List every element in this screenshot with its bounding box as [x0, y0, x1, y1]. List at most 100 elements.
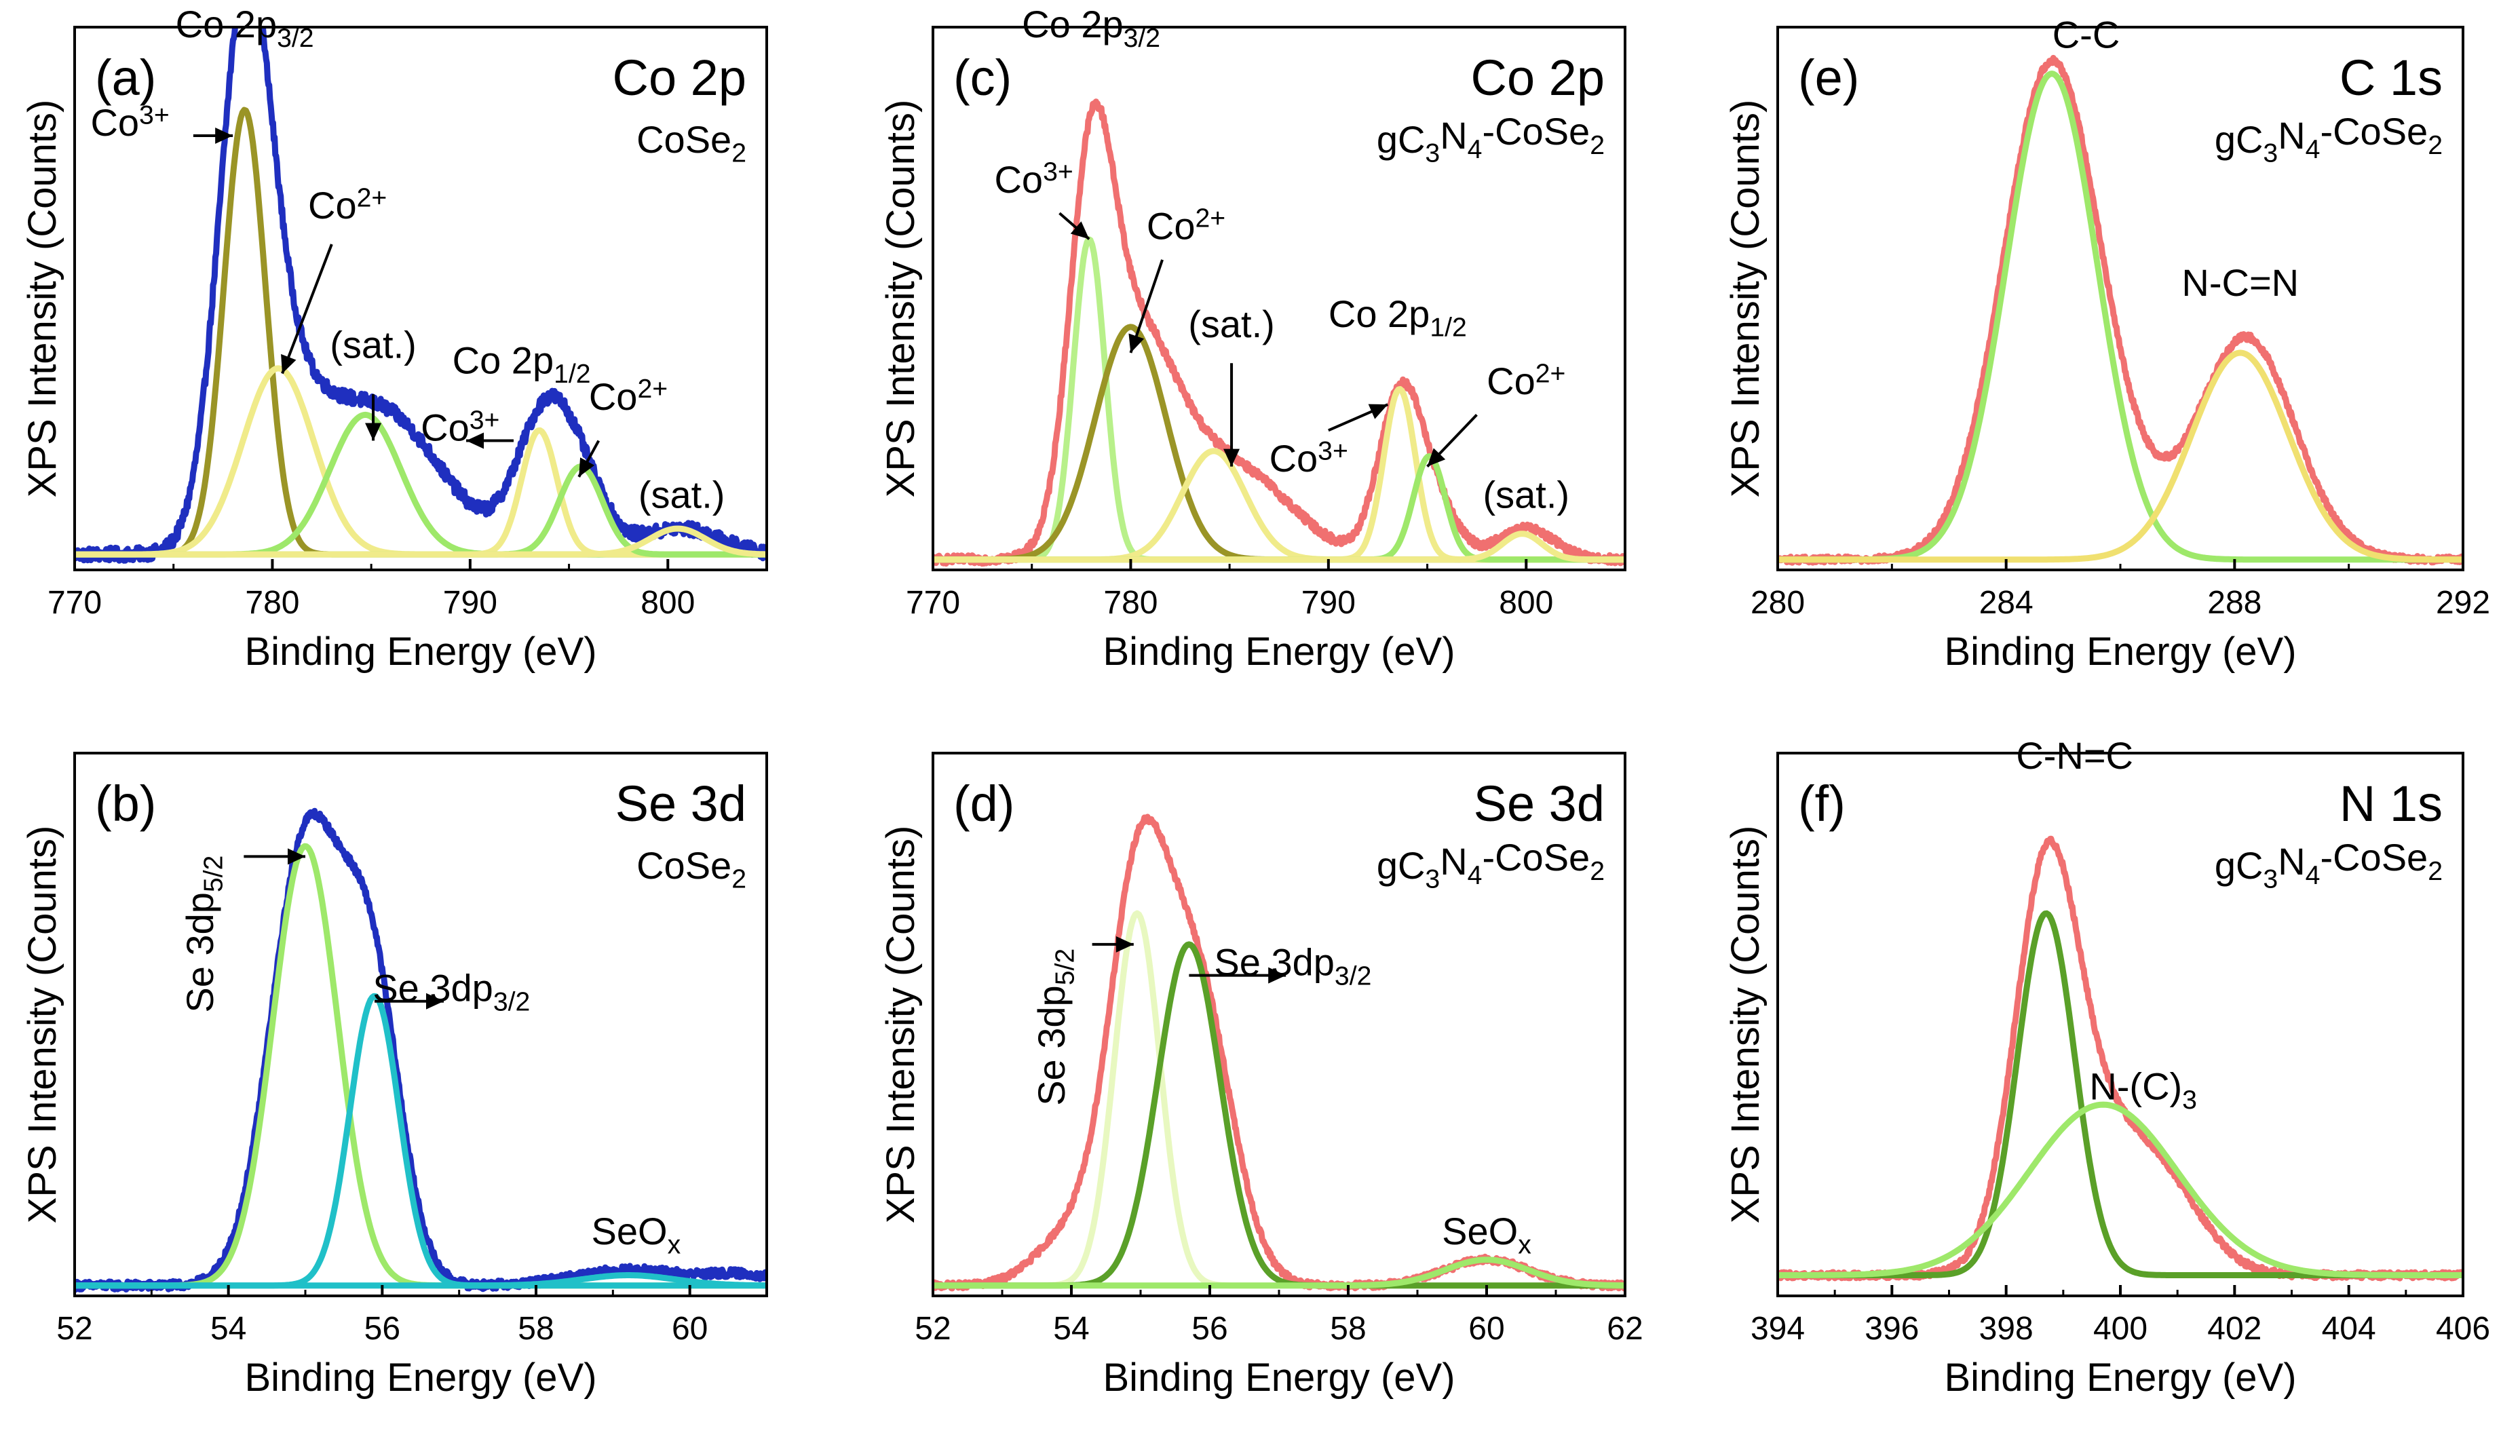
panel-d-se3d-composite: 52 54 56 58 60 62 Binding Energy (eV) XPS Inten…: [879, 752, 1643, 1400]
x-axis-label: Binding Energy (eV): [1103, 1356, 1455, 1400]
series-experimental: [1778, 835, 2463, 1282]
plot-frame: [932, 26, 1626, 571]
x-axis-label: Binding Energy (eV): [244, 1356, 596, 1400]
peak-label-ncn: N-C=N: [2181, 261, 2299, 304]
peak-label-co3b: Co3+: [1269, 437, 1348, 480]
panel-title: Co 2p: [1471, 50, 1605, 106]
x-axis-label: Binding Energy (eV): [1103, 630, 1455, 674]
annotation-arrow-head: [1368, 404, 1388, 419]
x-tick-label: 62: [1607, 1311, 1643, 1347]
annotation-arrow-head: [288, 848, 305, 865]
x-tick-label: 800: [1499, 585, 1553, 621]
panel-a-co2p-cose2: 770 780 790 800 Binding Energy (eV) XPS Inten…: [20, 3, 768, 674]
y-axis-label: XPS Intensity (Counts): [1723, 100, 1768, 498]
series-experimental: [75, 27, 767, 564]
peak-label-cc: C-C: [2053, 13, 2120, 56]
x-axis-label: Binding Energy (eV): [1944, 1356, 2296, 1400]
peak-label-co3: Co3+: [90, 100, 169, 144]
x-tick-label: 54: [1053, 1311, 1089, 1347]
peak-label-co2b: Co2+: [1487, 359, 1565, 402]
panel-c-co2p-composite: 770 780 790 800 Binding Energy (eV) XPS Inten…: [879, 3, 1626, 674]
x-axis-label: Binding Energy (eV): [244, 630, 596, 674]
x-tick-label: 54: [210, 1311, 246, 1347]
x-tick-label: 394: [1751, 1311, 1805, 1347]
x-tick-label: 770: [47, 585, 102, 621]
peak-label-seox: SeOx: [1442, 1210, 1531, 1260]
peak-label-co3b: Co3+: [421, 406, 499, 449]
panel-title: Se 3d: [1474, 775, 1605, 832]
annotation-arrow-head: [1070, 221, 1090, 240]
x-tick-label: 398: [1979, 1311, 2034, 1347]
plot-frame: [73, 752, 768, 1297]
series-satellite-2p1-2: [933, 531, 1625, 563]
peak-label-se52: Se 3dp5/2: [178, 856, 229, 1013]
annotation-arrow-head: [466, 432, 484, 449]
sample-label: gC3N4-CoSe2: [2215, 836, 2443, 894]
x-tick-label: 56: [1191, 1311, 1227, 1347]
peak-label-se52: Se 3dp5/2: [1030, 949, 1080, 1106]
plot-frame: [1776, 26, 2464, 571]
peak-label-satb: (sat.): [1483, 474, 1570, 516]
series-experimental: [933, 98, 1625, 567]
panel-b-se3d-cose2: 52 54 56 58 60 Binding Energy (eV) XPS Intensi…: [20, 752, 768, 1400]
peak-label-co2: Co2+: [1147, 204, 1225, 248]
x-tick-label: 780: [245, 585, 299, 621]
y-axis-label: XPS Intensity (Counts): [20, 100, 64, 498]
x-tick-label: 60: [1468, 1311, 1504, 1347]
x-tick-label: 402: [2207, 1311, 2261, 1347]
panel-label: (b): [95, 775, 156, 832]
sample-label: CoSe2: [636, 844, 746, 894]
panel-title: N 1s: [2340, 775, 2443, 832]
panel-title: Co 2p: [613, 50, 746, 106]
x-tick-label: 292: [2436, 585, 2490, 621]
annotation-arrow-line: [281, 244, 333, 375]
peak-label-co2b: Co2+: [589, 375, 668, 418]
sample-label: gC3N4-CoSe2: [1377, 110, 1605, 168]
annotation-arrow-head: [1223, 448, 1240, 467]
peak-label-cnc: C-N=C: [2016, 734, 2133, 777]
panel-label: (f): [1798, 775, 1846, 832]
sample-label: CoSe2: [636, 118, 746, 168]
panel-label: (c): [953, 50, 1012, 106]
peak-label-main2: Co 2p1/2: [453, 339, 591, 389]
panel-f-n1s-composite: 394 396 398 400 402 404 406 Binding Energy (eV)…: [1723, 734, 2490, 1400]
peak-label-se32: Se 3dp3/2: [373, 967, 530, 1017]
series-seox: [75, 1272, 767, 1289]
x-tick-label: 770: [906, 585, 960, 621]
annotation-arrow-head: [1115, 936, 1134, 953]
annotation-arrow-head: [1128, 333, 1145, 353]
panel-label: (e): [1798, 50, 1859, 106]
annotation-arrow-head: [426, 993, 444, 1010]
annotation-arrow-head: [1268, 967, 1286, 984]
x-tick-label: 288: [2207, 585, 2261, 621]
plot-frame: [1776, 752, 2464, 1297]
panel-label: (a): [95, 50, 156, 106]
x-tick-label: 52: [56, 1311, 92, 1347]
peak-label-se32: Se 3dp3/2: [1214, 941, 1371, 991]
peak-label-co3: Co3+: [994, 157, 1073, 201]
panel-title: Se 3d: [615, 775, 746, 832]
peak-label-sat: (sat.): [330, 324, 417, 366]
x-tick-label: 56: [364, 1311, 400, 1347]
x-tick-label: 790: [1301, 585, 1356, 621]
annotation-arrow-head: [281, 353, 297, 374]
x-tick-label: 406: [2436, 1311, 2490, 1347]
peak-label-main: Co 2p3/2: [176, 3, 314, 53]
x-tick-label: 400: [2093, 1311, 2147, 1347]
x-tick-label: 800: [641, 585, 695, 621]
annotation-arrow-head: [579, 457, 595, 477]
peak-label-seox: SeOx: [592, 1210, 681, 1260]
annotation-arrow-head: [365, 423, 382, 441]
x-tick-label: 790: [443, 585, 497, 621]
annotation-arrow-head: [1427, 448, 1446, 467]
y-axis-label: XPS Intensity (Counts): [1723, 826, 1768, 1224]
peak-label-main: Co 2p3/2: [1022, 3, 1160, 53]
y-axis-label: XPS Intensity (Counts): [879, 100, 923, 498]
series-n-c-3: [1778, 1101, 2463, 1278]
x-axis-label: Binding Energy (eV): [1944, 630, 2296, 674]
series-satellite-2p1-2: [75, 525, 767, 558]
x-tick-label: 52: [915, 1311, 951, 1347]
panel-label: (d): [953, 775, 1014, 832]
panel-title: C 1s: [2340, 50, 2443, 106]
